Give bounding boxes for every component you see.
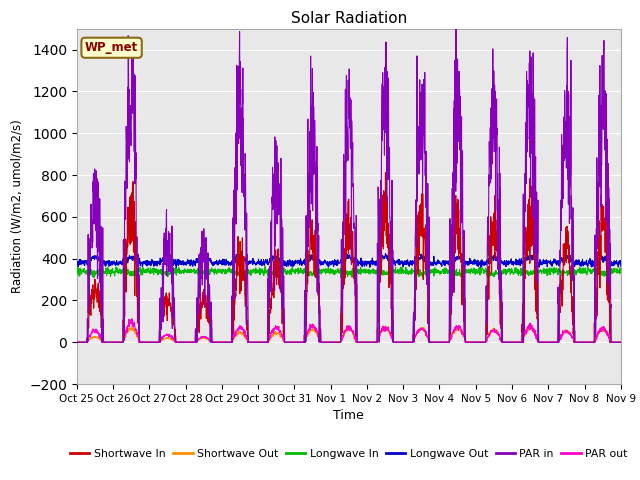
- Title: Solar Radiation: Solar Radiation: [291, 11, 407, 26]
- Text: WP_met: WP_met: [85, 41, 138, 54]
- X-axis label: Time: Time: [333, 409, 364, 422]
- Y-axis label: Radiation (W/m2, umol/m2/s): Radiation (W/m2, umol/m2/s): [11, 120, 24, 293]
- Legend: Shortwave In, Shortwave Out, Longwave In, Longwave Out, PAR in, PAR out: Shortwave In, Shortwave Out, Longwave In…: [66, 444, 632, 463]
